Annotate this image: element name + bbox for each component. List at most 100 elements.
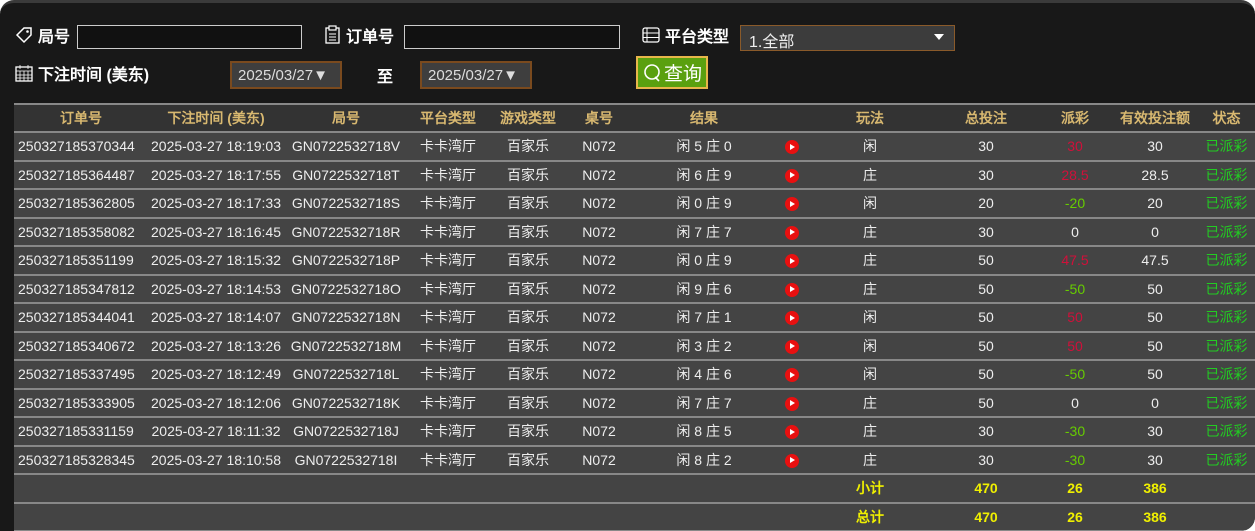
play-video-icon[interactable]: [785, 339, 799, 354]
play-video-icon[interactable]: [785, 140, 799, 155]
column-header: 游戏类型: [488, 103, 568, 133]
platform-select[interactable]: 1.全部: [740, 25, 955, 51]
status: 已派彩: [1198, 388, 1255, 418]
result: 闲 7 庄 7: [630, 388, 778, 418]
column-header: 总投注: [934, 103, 1038, 133]
date-from-picker[interactable]: 2025/03/27▼: [230, 61, 342, 89]
replay-cell[interactable]: [778, 160, 806, 190]
replay-cell[interactable]: [778, 445, 806, 475]
bet-time: 2025-03-27 18:14:07: [148, 303, 284, 333]
table-row: 250327185362805 2025-03-27 18:17:33 GN0722…: [14, 189, 1255, 219]
status: 已派彩: [1198, 417, 1255, 447]
replay-cell[interactable]: [778, 388, 806, 418]
table-row: 250327185340672 2025-03-27 18:13:26 GN0722…: [14, 331, 1255, 361]
order-label-text: 订单号: [346, 29, 395, 46]
game-type: 百家乐: [488, 274, 568, 304]
payout: 50: [1038, 303, 1112, 333]
payout: -50: [1038, 274, 1112, 304]
replay-cell[interactable]: [778, 189, 806, 219]
total-bet: 50: [934, 388, 1038, 418]
empty-cell: [148, 502, 284, 531]
table-id: N072: [568, 217, 630, 247]
bet-option: 闲: [806, 189, 934, 219]
valid-bet: 30: [1112, 132, 1198, 162]
query-button[interactable]: 查询: [636, 56, 708, 89]
empty-cell: [630, 474, 778, 504]
empty-cell: [408, 502, 488, 531]
play-video-icon[interactable]: [785, 168, 799, 183]
valid-bet: 50: [1112, 360, 1198, 390]
empty-cell: [778, 502, 806, 531]
result: 闲 3 庄 2: [630, 331, 778, 361]
payout: -20: [1038, 189, 1112, 219]
game-type: 百家乐: [488, 303, 568, 333]
game-type: 百家乐: [488, 160, 568, 190]
empty-cell: [1198, 502, 1255, 531]
play-video-icon[interactable]: [785, 197, 799, 212]
status: 已派彩: [1198, 160, 1255, 190]
column-header: 派彩: [1038, 103, 1112, 133]
round-id: GN0722532718P: [284, 246, 408, 276]
status: 已派彩: [1198, 274, 1255, 304]
replay-cell[interactable]: [778, 417, 806, 447]
replay-cell[interactable]: [778, 331, 806, 361]
replay-cell[interactable]: [778, 217, 806, 247]
table-row: 250327185344041 2025-03-27 18:14:07 GN0722…: [14, 303, 1255, 333]
play-video-icon[interactable]: [785, 396, 799, 411]
replay-cell[interactable]: [778, 132, 806, 162]
column-header: 桌号: [568, 103, 630, 133]
table-id: N072: [568, 274, 630, 304]
game-type: 百家乐: [488, 331, 568, 361]
replay-cell[interactable]: [778, 274, 806, 304]
play-video-icon[interactable]: [785, 368, 799, 383]
round-id: GN0722532718I: [284, 445, 408, 475]
total-payout: 26: [1038, 502, 1112, 531]
replay-cell[interactable]: [778, 360, 806, 390]
subtotal-payout: 26: [1038, 474, 1112, 504]
empty-cell: [408, 474, 488, 504]
round-input[interactable]: [77, 25, 302, 49]
play-video-icon[interactable]: [785, 425, 799, 440]
platform: 卡卡湾厅: [408, 331, 488, 361]
list-icon: [642, 27, 660, 43]
date-to-picker[interactable]: 2025/03/27▼: [420, 61, 532, 89]
play-video-icon[interactable]: [785, 453, 799, 468]
game-type: 百家乐: [488, 132, 568, 162]
bet-time: 2025-03-27 18:14:53: [148, 274, 284, 304]
table-id: N072: [568, 445, 630, 475]
result: 闲 8 庄 5: [630, 417, 778, 447]
game-type: 百家乐: [488, 360, 568, 390]
play-video-icon[interactable]: [785, 311, 799, 326]
table-id: N072: [568, 417, 630, 447]
platform: 卡卡湾厅: [408, 417, 488, 447]
bet-option: 庄: [806, 417, 934, 447]
play-video-icon[interactable]: [785, 282, 799, 297]
bet-time: 2025-03-27 18:17:55: [148, 160, 284, 190]
bet-time: 2025-03-27 18:17:33: [148, 189, 284, 219]
column-header: [778, 103, 806, 133]
table-row: 250327185358082 2025-03-27 18:16:45 GN0722…: [14, 217, 1255, 247]
order-input[interactable]: [404, 25, 620, 49]
replay-cell[interactable]: [778, 303, 806, 333]
replay-cell[interactable]: [778, 246, 806, 276]
result: 闲 0 庄 9: [630, 246, 778, 276]
empty-cell: [630, 502, 778, 531]
subtotal-row: 小计 470 26 386: [14, 474, 1255, 504]
bet-time: 2025-03-27 18:13:26: [148, 331, 284, 361]
platform: 卡卡湾厅: [408, 274, 488, 304]
play-video-icon[interactable]: [785, 254, 799, 269]
round-label-text: 局号: [38, 29, 71, 46]
payout: 0: [1038, 217, 1112, 247]
empty-cell: [568, 474, 630, 504]
play-video-icon[interactable]: [785, 225, 799, 240]
order-id: 250327185331159: [14, 417, 148, 447]
round-id: GN0722532718S: [284, 189, 408, 219]
platform: 卡卡湾厅: [408, 189, 488, 219]
round-id: GN0722532718O: [284, 274, 408, 304]
order-id: 250327185370344: [14, 132, 148, 162]
order-id: 250327185364487: [14, 160, 148, 190]
empty-cell: [778, 474, 806, 504]
empty-cell: [284, 474, 408, 504]
bet-option: 闲: [806, 331, 934, 361]
clipboard-icon: [325, 25, 340, 44]
